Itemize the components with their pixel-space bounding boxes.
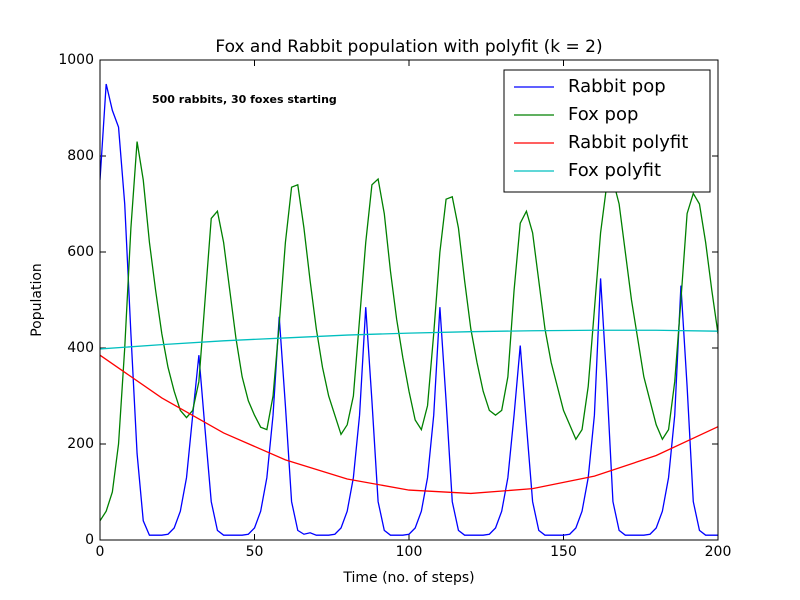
y-axis-label: Population: [29, 263, 45, 337]
y-tick-label: 1000: [58, 52, 94, 68]
legend-label: Fox polyfit: [568, 160, 661, 181]
x-tick-label: 50: [246, 544, 264, 560]
y-tick-label: 800: [67, 148, 94, 164]
y-tick-label: 400: [67, 340, 94, 356]
y-tick-label: 0: [85, 532, 94, 548]
annotation: 500 rabbits, 30 foxes starting: [152, 93, 337, 106]
plot-frame: [99, 59, 719, 541]
x-tick-label: 200: [705, 544, 732, 560]
legend-box: [503, 69, 711, 193]
series-line: [100, 354, 718, 495]
y-tick-label: 600: [67, 244, 94, 260]
x-axis-label: Time (no. of steps): [342, 570, 474, 586]
y-tick-label: 200: [67, 436, 94, 452]
x-tick-label: 100: [396, 544, 423, 560]
legend-label: Rabbit pop: [568, 76, 666, 97]
legend-label: Fox pop: [568, 104, 638, 125]
x-tick-label: 150: [550, 544, 577, 560]
chart-title: Fox and Rabbit population with polyfit (…: [215, 37, 602, 57]
legend-label: Rabbit polyfit: [568, 132, 688, 153]
series-line: [100, 329, 718, 350]
x-tick-label: 0: [96, 544, 105, 560]
series-line: [100, 83, 718, 536]
